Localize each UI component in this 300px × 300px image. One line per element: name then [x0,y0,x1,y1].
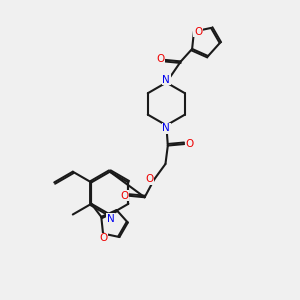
Text: O: O [194,27,202,37]
Text: O: O [145,174,153,184]
Text: N: N [163,75,170,85]
Text: O: O [99,233,107,243]
Text: O: O [185,139,194,149]
Text: N: N [163,123,170,133]
Text: O: O [156,54,164,64]
Text: O: O [120,191,128,201]
Text: N: N [106,214,114,224]
